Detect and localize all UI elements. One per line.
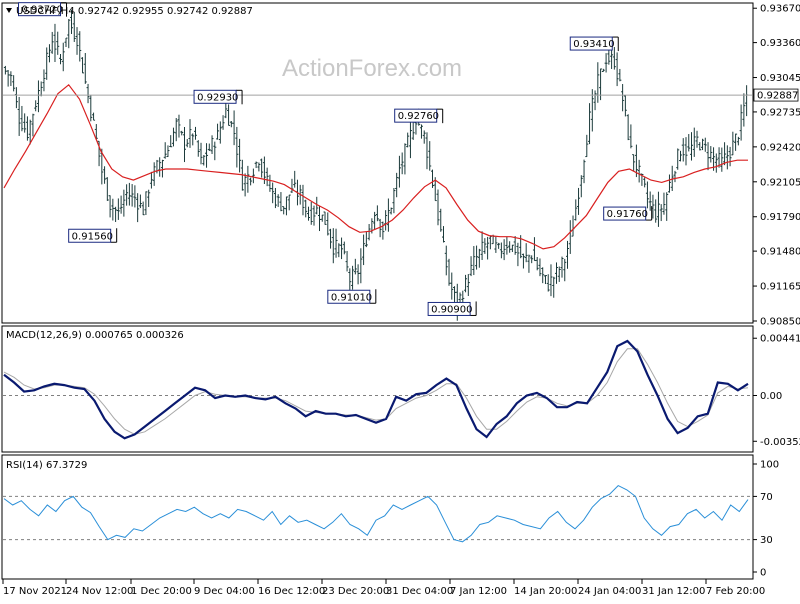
rsi-line — [3, 484, 749, 543]
watermark: ActionForex.com — [282, 55, 462, 82]
annotation-box — [427, 301, 471, 316]
annotation-label: 0.92930 — [197, 92, 238, 103]
time-tick-label: 31 Jan 12:00 — [642, 586, 705, 597]
price-tick-label: 0.92420 — [760, 142, 800, 153]
price-title: USDCHF,H4 0.92742 0.92955 0.92742 0.9288… — [16, 6, 253, 17]
rsi-tick-label: 70 — [760, 492, 773, 503]
annotation-box — [68, 228, 112, 243]
time-tick-label: 24 Nov 12:00 — [66, 586, 133, 597]
price-tick-label: 0.92735 — [760, 107, 800, 118]
time-tick-label: 24 Jan 04:00 — [578, 586, 641, 597]
time-tick-label: 23 Dec 20:00 — [322, 586, 389, 597]
rsi-panel-frame — [1, 454, 754, 580]
macd-panel-frame — [1, 325, 754, 453]
time-tick-label: 14 Jan 20:00 — [514, 586, 577, 597]
price-tick-label: 0.93360 — [760, 38, 800, 49]
annotation-box — [18, 2, 62, 17]
price-tick-label: 0.92105 — [760, 177, 800, 188]
time-tick-label: 16 Dec 12:00 — [258, 586, 325, 597]
last-price-box — [753, 88, 799, 102]
time-tick-label: 7 Jan 12:00 — [450, 586, 507, 597]
rsi-tick-label: 100 — [760, 460, 779, 471]
annotation-label: 0.91560 — [72, 231, 113, 242]
rsi-panel: 100 70 30 0 — [3, 460, 779, 579]
price-tick-label: 0.91165 — [760, 282, 800, 293]
time-tick-label: 1 Dec 20:00 — [131, 586, 192, 597]
rsi-title: RSI(14) 67.3729 — [6, 460, 87, 471]
annotation-box — [193, 89, 237, 104]
annotation-box — [394, 108, 438, 123]
price-tick-label: 0.91480 — [760, 247, 800, 258]
price-panel: 0.93670 0.93360 0.93045 0.92735 0.92420 0.921… — [3, 2, 800, 328]
macd-tick-label: 0.004412 — [760, 334, 800, 345]
rsi-tick-label: 30 — [760, 535, 773, 546]
annotation-box — [603, 206, 647, 221]
time-tick-label: 7 Feb 20:00 — [706, 586, 765, 597]
annotation-label: 0.93720 — [22, 5, 63, 16]
annotation-label: 0.91010 — [331, 292, 372, 303]
annotation-label: 0.92760 — [398, 111, 439, 122]
last-price-label: 0.92887 — [757, 91, 798, 102]
ohlc-bars — [3, 9, 749, 321]
annotation-box — [569, 36, 613, 51]
macd-tick-label: -0.003528 — [760, 437, 800, 448]
annotation-label: 0.91760 — [607, 209, 648, 220]
macd-panel: 0.004412 0.00 -0.003528 — [3, 334, 800, 448]
price-tick-label: 0.91790 — [760, 212, 800, 223]
annotation-box — [327, 289, 371, 304]
macd-main-line — [3, 339, 749, 440]
macd-title: MACD(12,26,9) 0.000765 0.000326 — [6, 330, 184, 341]
price-panel-frame — [1, 2, 754, 324]
macd-signal-line — [3, 348, 749, 435]
price-tick-label: 0.93045 — [760, 73, 800, 84]
price-tick-label: 0.90850 — [760, 317, 800, 328]
rsi-tick-label: 0 — [760, 568, 766, 579]
time-tick-label: 31 Dec 04:00 — [386, 586, 453, 597]
time-tick-label: 17 Nov 2021 — [3, 586, 67, 597]
moving-average-line — [3, 83, 748, 250]
annotation-label: 0.93410 — [573, 39, 614, 50]
macd-tick-label: 0.00 — [760, 391, 782, 402]
annotation-label: 0.90900 — [431, 304, 472, 315]
dropdown-arrow-icon[interactable] — [6, 8, 12, 13]
price-tick-label: 0.93670 — [760, 4, 800, 15]
time-tick-label: 9 Dec 04:00 — [194, 586, 255, 597]
